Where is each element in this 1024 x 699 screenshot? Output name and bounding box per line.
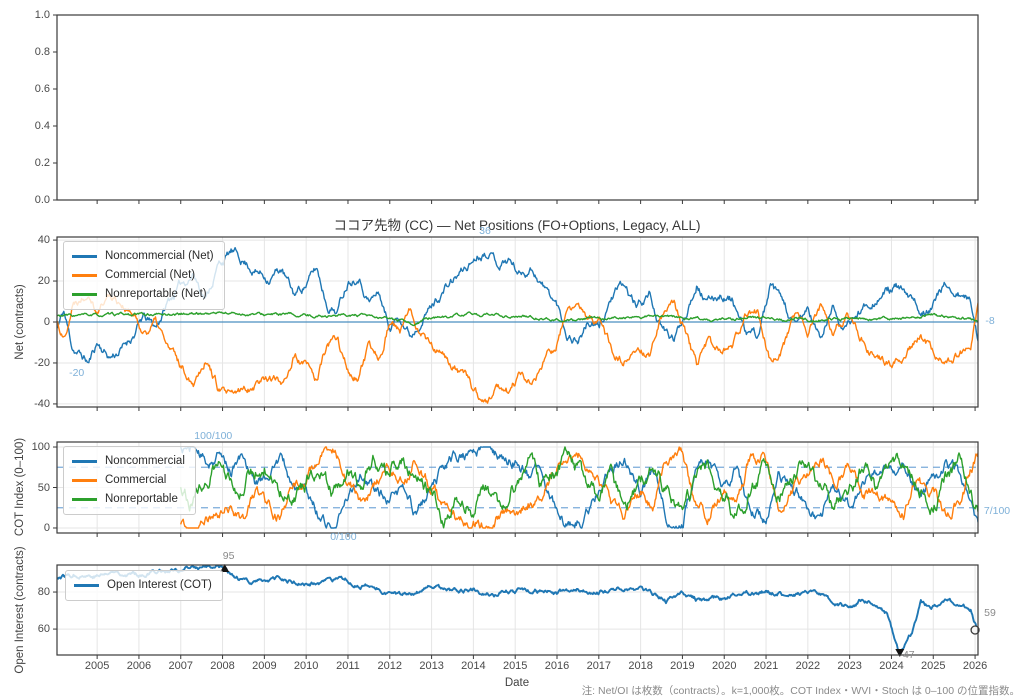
chart-title: ココア先物 (CC) — Net Positions (FO+Options, …	[333, 218, 701, 233]
y-tick-label: 0.4	[34, 120, 50, 132]
legend-cot-index: Noncommercial Commercial Nonreportable	[63, 446, 196, 515]
ylabel-cot-index: COT Index (0–100)	[14, 437, 26, 537]
legend-label: Commercial (Net)	[105, 268, 196, 281]
legend-line-icon	[72, 293, 97, 296]
x-tick-label: 2014	[461, 660, 486, 672]
panel-border	[56, 564, 979, 656]
peak-marker-icon	[220, 564, 230, 572]
panel-net-positions	[53, 236, 979, 411]
x-tick-label: 2016	[544, 660, 570, 672]
series-line-open-interest-cot-	[57, 565, 978, 655]
x-tick-label: 2013	[419, 660, 444, 672]
legend-label: Commercial	[105, 473, 167, 486]
ylabel-open-interest: Open Interest (contracts)	[14, 546, 26, 674]
x-tick-label: 2006	[126, 660, 152, 672]
last-value-marker-icon	[970, 625, 980, 635]
x-tick-label: 2019	[670, 660, 695, 672]
legend-line-icon	[72, 255, 97, 258]
legend-line-icon	[72, 460, 97, 463]
legend-item: Open Interest (COT)	[74, 576, 212, 595]
x-tick-label: 2026	[962, 660, 988, 672]
series-line-nonreportable	[180, 446, 978, 529]
legend-item: Commercial	[72, 471, 185, 490]
y-tick-label: 0.8	[34, 46, 50, 58]
legend-label: Open Interest (COT)	[107, 578, 212, 591]
panel-border	[56, 14, 979, 201]
x-tick-label: 2011	[336, 660, 360, 672]
legend-item: Noncommercial (Net)	[72, 247, 214, 266]
annotation--8: -8	[985, 315, 995, 328]
legend-line-icon	[74, 584, 99, 587]
annotation-100-100: 100/100	[194, 430, 233, 443]
y-tick-label: 0.0	[34, 194, 50, 206]
trough-marker-icon	[895, 649, 905, 657]
x-tick-label: 2007	[168, 660, 193, 672]
annotation-7-100: 7/100	[983, 505, 1011, 518]
x-tick-label: 2021	[753, 660, 779, 672]
legend-item: Nonreportable	[72, 490, 185, 509]
series-line-noncommercial	[180, 446, 978, 529]
y-tick-label: -40	[34, 397, 50, 410]
x-tick-label: 2020	[711, 660, 737, 672]
y-tick-label: 1.0	[34, 9, 50, 21]
x-tick-label: 2012	[377, 660, 403, 672]
legend-label: Nonreportable (Net)	[105, 287, 207, 300]
x-tick-label: 2025	[921, 660, 946, 672]
legend-item: Commercial (Net)	[72, 266, 214, 285]
xlabel-date: Date	[504, 677, 530, 689]
y-tick-label: 0	[43, 316, 50, 328]
y-tick-label: 0.2	[34, 157, 50, 169]
x-tick-label: 2009	[252, 660, 277, 672]
x-tick-label: 2024	[879, 660, 904, 672]
y-tick-label: 50	[37, 481, 50, 494]
y-tick-label: 80	[37, 586, 50, 599]
panel-cot-index	[53, 441, 979, 537]
annotation-47: 47	[902, 649, 915, 662]
x-tick-label: 2008	[210, 660, 235, 672]
y-tick-label: 40	[37, 234, 50, 247]
y-tick-label: 60	[37, 623, 50, 636]
annotation-0-100: 0/100	[330, 530, 357, 543]
legend-line-icon	[72, 479, 97, 482]
annotation-95: 95	[222, 550, 235, 563]
series-line-commercial-net-	[57, 292, 978, 404]
annotation-36: 36	[479, 225, 491, 238]
y-tick-label: 100	[31, 441, 50, 454]
y-tick-label: -20	[34, 356, 50, 369]
x-tick-label: 2015	[502, 660, 528, 672]
x-tick-label: 2010	[293, 660, 319, 672]
legend-line-icon	[72, 498, 97, 501]
x-tick-label: 2023	[837, 660, 862, 672]
panel-blank	[53, 14, 979, 204]
x-tick-label: 2017	[586, 660, 612, 672]
annotation-59: 59	[984, 606, 996, 619]
legend-line-icon	[72, 274, 97, 277]
series-line-commercial	[180, 446, 978, 529]
legend-label: Noncommercial (Net)	[105, 249, 214, 262]
footnote: 注: Net/OI は枚数（contracts）。k=1,000枚。COT In…	[581, 685, 1020, 697]
series-line-nonreportable-net-	[57, 311, 978, 327]
y-tick-label: 0.6	[34, 83, 50, 95]
annotation--20: -20	[69, 366, 85, 379]
legend-item: Noncommercial	[72, 452, 185, 471]
legend-label: Nonreportable	[105, 492, 178, 505]
legend-label: Noncommercial	[105, 454, 185, 467]
y-tick-label: 0	[43, 521, 50, 534]
legend-open-interest: Open Interest (COT)	[65, 570, 223, 601]
legend-item: Nonreportable (Net)	[72, 285, 214, 304]
ylabel-net: Net (contracts)	[14, 284, 26, 360]
x-tick-label: 2018	[628, 660, 653, 672]
x-tick-label: 2022	[795, 660, 821, 672]
x-tick-label: 2005	[84, 660, 110, 672]
y-tick-label: 20	[37, 275, 50, 288]
legend-net-positions: Noncommercial (Net) Commercial (Net) Nonre…	[63, 241, 225, 310]
